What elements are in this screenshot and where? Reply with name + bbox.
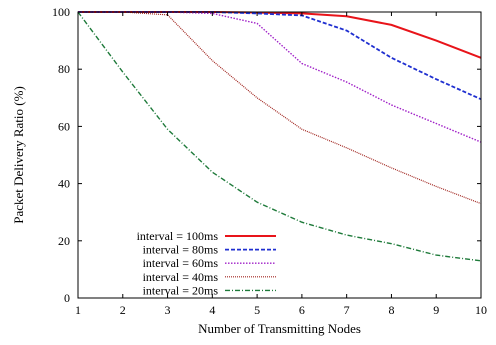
x-tick-label: 3 xyxy=(165,303,171,317)
x-tick-label: 9 xyxy=(433,303,439,317)
x-tick-label: 2 xyxy=(120,303,126,317)
series-line-4 xyxy=(78,11,482,205)
y-axis-label: Packet Delivery Ratio (%) xyxy=(11,86,26,224)
legend-label: interval = 100ms xyxy=(137,229,219,243)
series-line-2 xyxy=(78,11,482,101)
legend-label: interval = 60ms xyxy=(143,256,219,270)
x-tick-label: 7 xyxy=(344,303,350,317)
series-line-1 xyxy=(78,11,482,59)
x-tick-label: 6 xyxy=(299,303,305,317)
y-tick-label: 100 xyxy=(52,5,70,19)
y-tick-label: 40 xyxy=(58,177,70,191)
series-line-5 xyxy=(77,11,482,262)
series-line-3 xyxy=(78,11,482,143)
legend-label: interval = 80ms xyxy=(143,243,219,257)
y-tick-label: 20 xyxy=(58,234,70,248)
x-tick-label: 5 xyxy=(254,303,260,317)
x-tick-label: 8 xyxy=(388,303,394,317)
legend-label: interval = 40ms xyxy=(143,270,219,284)
plot-frame xyxy=(77,11,482,299)
y-tick-label: 60 xyxy=(58,119,70,133)
plot-area xyxy=(77,11,482,262)
x-tick-label: 1 xyxy=(75,303,81,317)
x-axis-label: Number of Transmitting Nodes xyxy=(198,321,361,336)
y-tick-label: 0 xyxy=(64,291,70,305)
y-tick-label: 80 xyxy=(58,62,70,76)
x-tick-label: 10 xyxy=(475,303,487,317)
legend-label: interval = 20ms xyxy=(143,283,219,297)
x-tick-label: 4 xyxy=(209,303,215,317)
